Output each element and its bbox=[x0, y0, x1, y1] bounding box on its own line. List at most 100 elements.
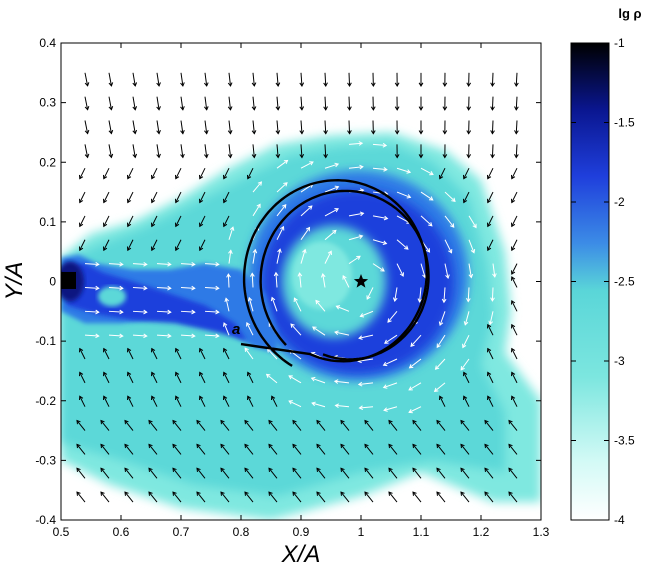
velocity-arrow bbox=[366, 287, 374, 300]
velocity-arrow bbox=[394, 96, 400, 111]
velocity-arrow bbox=[126, 239, 134, 252]
velocity-arrow bbox=[126, 395, 134, 407]
velocity-arrow bbox=[288, 400, 302, 408]
velocity-arrow bbox=[510, 239, 518, 252]
velocity-arrow bbox=[150, 371, 158, 384]
x-axis-label: X/A bbox=[281, 541, 321, 568]
velocity-arrow bbox=[108, 309, 124, 315]
velocity-arrow bbox=[276, 248, 282, 264]
velocity-arrow bbox=[342, 275, 350, 288]
velocity-arrow bbox=[340, 467, 350, 479]
velocity-arrow bbox=[251, 72, 257, 87]
velocity-arrow bbox=[492, 263, 497, 278]
velocity-arrow bbox=[418, 96, 424, 111]
velocity-arrow bbox=[222, 215, 230, 228]
velocity-arrow bbox=[364, 443, 374, 455]
velocity-arrow bbox=[466, 144, 472, 159]
velocity-arrow bbox=[486, 239, 494, 252]
colorbar-tick-label: -2.5 bbox=[614, 275, 635, 289]
velocity-arrow bbox=[323, 72, 328, 87]
velocity-arrow bbox=[340, 443, 350, 455]
velocity-arrow bbox=[132, 285, 148, 291]
velocity-arrow bbox=[292, 491, 302, 503]
velocity-arrow bbox=[460, 467, 470, 479]
velocity-arrow bbox=[387, 310, 398, 323]
velocity-arrow bbox=[156, 261, 172, 267]
velocity-arrow bbox=[438, 395, 446, 407]
velocity-arrow bbox=[364, 419, 374, 431]
velocity-arrow bbox=[124, 443, 134, 455]
colorbar-tick-label: -4 bbox=[614, 513, 625, 527]
velocity-arrow bbox=[126, 215, 134, 228]
velocity-arrow bbox=[174, 371, 182, 384]
velocity-arrow bbox=[299, 144, 305, 159]
velocity-arrow bbox=[227, 96, 233, 111]
density-fill bbox=[61, 132, 541, 520]
velocity-arrow bbox=[78, 347, 86, 360]
velocity-arrow bbox=[84, 120, 90, 135]
velocity-arrow bbox=[273, 271, 279, 288]
velocity-arrow bbox=[388, 491, 398, 503]
velocity-arrow bbox=[251, 96, 257, 111]
x-tick-label: 0.5 bbox=[53, 525, 70, 539]
velocity-arrow bbox=[311, 401, 326, 408]
velocity-arrow bbox=[220, 419, 230, 431]
velocity-arrow bbox=[222, 167, 230, 180]
velocity-arrow bbox=[486, 215, 494, 228]
velocity-arrow bbox=[388, 467, 398, 479]
velocity-arrow bbox=[388, 419, 398, 431]
velocity-arrow bbox=[270, 395, 278, 407]
velocity-arrow bbox=[510, 299, 518, 312]
velocity-arrow bbox=[394, 120, 400, 135]
velocity-arrow bbox=[276, 182, 288, 193]
velocity-arrow bbox=[460, 443, 470, 455]
velocity-arrow bbox=[244, 467, 254, 479]
velocity-arrow bbox=[102, 395, 110, 407]
x-tick-label: 1 bbox=[358, 525, 365, 539]
velocity-arrow bbox=[244, 491, 254, 503]
velocity-arrow bbox=[108, 120, 114, 135]
velocity-arrow bbox=[132, 309, 148, 315]
velocity-arrow bbox=[441, 287, 447, 304]
velocity-arrow bbox=[222, 395, 230, 407]
velocity-arrow bbox=[460, 491, 470, 503]
velocity-arrow bbox=[299, 96, 305, 111]
velocity-arrow bbox=[508, 467, 518, 479]
velocity-arrow bbox=[408, 406, 422, 414]
velocity-arrow bbox=[510, 371, 518, 384]
velocity-arrow bbox=[463, 311, 470, 326]
velocity-arrow bbox=[484, 467, 494, 479]
velocity-arrow bbox=[324, 185, 340, 193]
velocity-arrow bbox=[442, 144, 448, 159]
velocity-arrow bbox=[462, 167, 470, 180]
velocity-arrow bbox=[172, 419, 182, 431]
density-map bbox=[61, 132, 541, 520]
velocity-arrow bbox=[246, 321, 254, 336]
velocity-arrow bbox=[462, 395, 470, 407]
velocity-arrow bbox=[108, 261, 124, 267]
velocity-arrow bbox=[180, 120, 185, 135]
velocity-arrow bbox=[315, 299, 326, 312]
velocity-arrow bbox=[370, 96, 376, 111]
velocity-arrow bbox=[462, 191, 470, 204]
velocity-arrow bbox=[396, 167, 412, 174]
velocity-arrow bbox=[288, 375, 302, 384]
y-tick-label: 0.4 bbox=[39, 36, 56, 50]
velocity-arrow bbox=[102, 191, 110, 204]
velocity-arrow bbox=[198, 395, 206, 407]
velocity-arrow bbox=[436, 419, 446, 431]
velocity-arrow bbox=[203, 96, 209, 111]
velocity-arrow bbox=[486, 395, 494, 407]
trajectory bbox=[240, 178, 430, 367]
colorbar-tick-label: -3 bbox=[614, 354, 625, 368]
velocity-arrow bbox=[102, 167, 110, 180]
velocity-arrow bbox=[460, 419, 470, 431]
velocity-arrow bbox=[108, 333, 124, 339]
velocity-arrow bbox=[276, 225, 285, 240]
velocity-arrow bbox=[204, 333, 220, 339]
star-icon bbox=[353, 274, 369, 288]
velocity-arrow bbox=[396, 191, 412, 199]
velocity-arrow bbox=[252, 181, 263, 193]
velocity-arrow bbox=[174, 347, 182, 360]
velocity-arrow bbox=[180, 309, 196, 315]
